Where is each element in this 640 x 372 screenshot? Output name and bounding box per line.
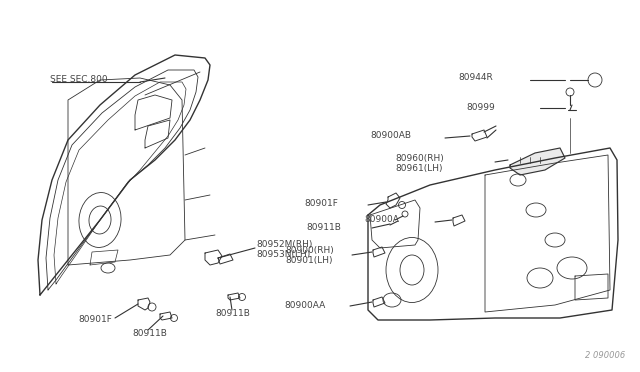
Text: SEE SEC.800: SEE SEC.800 bbox=[50, 76, 108, 84]
Text: 80952M(RH): 80952M(RH) bbox=[256, 240, 312, 248]
Text: 80960(RH): 80960(RH) bbox=[395, 154, 444, 163]
Text: 80901F: 80901F bbox=[78, 315, 112, 324]
Text: 80901F: 80901F bbox=[304, 199, 338, 208]
Text: 80900(RH): 80900(RH) bbox=[285, 247, 333, 256]
Text: 80944R: 80944R bbox=[458, 74, 493, 83]
Text: 80900A: 80900A bbox=[364, 215, 399, 224]
Text: 80911B: 80911B bbox=[215, 310, 250, 318]
Text: 2 090006: 2 090006 bbox=[585, 350, 625, 359]
Text: 80999: 80999 bbox=[466, 103, 495, 112]
Text: 80911B: 80911B bbox=[132, 330, 167, 339]
Text: 80900AB: 80900AB bbox=[370, 131, 411, 141]
Text: 80953N(LH): 80953N(LH) bbox=[256, 250, 310, 260]
Text: 80901(LH): 80901(LH) bbox=[285, 257, 333, 266]
Polygon shape bbox=[510, 148, 565, 175]
Text: 80900AA: 80900AA bbox=[284, 301, 325, 310]
Text: 80961(LH): 80961(LH) bbox=[395, 164, 442, 173]
Text: 80911B: 80911B bbox=[306, 222, 341, 231]
